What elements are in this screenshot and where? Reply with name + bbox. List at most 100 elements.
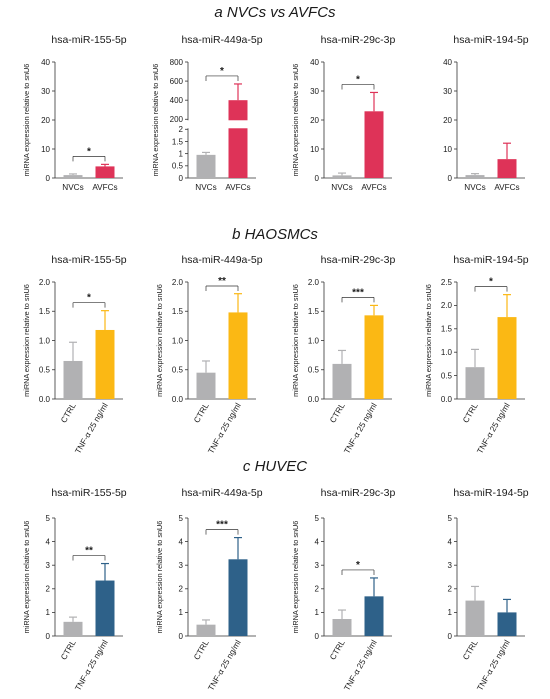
x-tick-label: NVCs — [62, 183, 83, 192]
chart-title: hsa-miR-449a-5p — [181, 487, 263, 499]
y-tick-label: 2.0 — [308, 278, 320, 287]
bar-chart-panel: 0 10 20 30 40 NVCs AVFCs — [443, 58, 525, 192]
y-axis-label: miRNA expression relative to snU6 — [155, 284, 164, 397]
x-tick-label: CTRL — [461, 638, 480, 661]
y-tick-label: 2.0 — [441, 301, 453, 310]
y-tick-label: 2 — [315, 585, 320, 594]
x-tick-label: TNF-α 25 ng/ml — [342, 401, 378, 455]
y-tick-label: 1 — [179, 149, 184, 158]
y-tick-label: 1 — [179, 608, 184, 617]
y-tick-label: 0 — [448, 632, 453, 641]
y-tick-label: 1.0 — [172, 336, 184, 345]
y-tick-label: 4 — [315, 537, 320, 546]
x-tick-label: CTRL — [192, 638, 211, 661]
bar-chart-panel: 0 1 2 3 4 5 miRNA expression relative to snU6 C… — [155, 514, 256, 692]
chart-title: hsa-miR-194-5p — [453, 34, 529, 46]
y-tick-label: 3 — [179, 561, 184, 570]
y-tick-label: 20 — [443, 116, 452, 125]
y-tick-label: 10 — [310, 145, 319, 154]
bar-chart-panel: 0 1 2 3 4 5 miRNA expression relative to snU6 C… — [22, 514, 123, 692]
bar-chart-panel: 0.0 0.5 1.0 1.5 2.0 2.5 miRNA expression relat… — [424, 277, 525, 455]
x-tick-label: AVFCs — [92, 183, 117, 192]
bar — [364, 111, 384, 178]
y-axis-label: miRNA expression relative to snU6 — [424, 284, 433, 397]
significance-marker: * — [87, 146, 91, 157]
significance-marker: * — [87, 293, 91, 304]
y-tick-label: 2 — [46, 585, 51, 594]
significance-marker: ** — [85, 546, 93, 557]
y-tick-label: 2 — [179, 125, 184, 134]
y-tick-label: 4 — [448, 537, 453, 546]
y-tick-label: 2.0 — [172, 278, 184, 287]
x-tick-label: CTRL — [192, 401, 211, 424]
y-tick-label: 2.0 — [39, 278, 51, 287]
y-tick-label: 0.5 — [172, 162, 184, 171]
chart-title: hsa-miR-194-5p — [453, 254, 529, 266]
axis-break — [184, 120, 256, 129]
y-tick-label: 2 — [179, 585, 184, 594]
y-tick-label: 5 — [46, 514, 51, 523]
bar — [364, 596, 384, 636]
y-axis-label: miRNA expression relative to snU6 — [291, 64, 300, 177]
x-tick-label: TNF-α 25 ng/ml — [475, 401, 511, 455]
y-tick-label: 1 — [448, 608, 453, 617]
chart-title: hsa-miR-155-5p — [51, 254, 127, 266]
bar — [497, 159, 517, 178]
x-tick-label: TNF-α 25 ng/ml — [342, 638, 378, 692]
y-tick-label: 5 — [179, 514, 184, 523]
y-axis-label: miRNA expression relative to snU6 — [151, 64, 160, 177]
y-tick-label: 1 — [46, 608, 51, 617]
x-tick-label: TNF-α 25 ng/ml — [206, 638, 242, 692]
y-tick-label: 0.0 — [172, 395, 184, 404]
bar — [95, 166, 115, 178]
y-tick-label: 0.5 — [39, 366, 51, 375]
significance-marker: ** — [218, 276, 226, 287]
bar — [465, 175, 485, 178]
x-tick-label: TNF-α 25 ng/ml — [73, 401, 109, 455]
bar — [465, 600, 485, 636]
chart-title: hsa-miR-155-5p — [51, 487, 127, 499]
y-tick-label: 1.5 — [308, 307, 320, 316]
bar — [364, 315, 384, 399]
bar — [63, 621, 83, 636]
y-tick-label: 1 — [315, 608, 320, 617]
bar — [95, 329, 115, 399]
y-axis-label: miRNA expression relative to snU6 — [22, 64, 31, 177]
significance-marker: * — [220, 66, 224, 77]
chart-title: hsa-miR-29c-3p — [320, 254, 396, 266]
bar — [497, 317, 517, 399]
x-tick-label: TNF-α 25 ng/ml — [73, 638, 109, 692]
bar-chart-panel: 0 1 2 3 4 5 miRNA expression relative to snU6 C… — [291, 514, 392, 692]
significance-marker: * — [356, 74, 360, 85]
bar — [228, 559, 248, 636]
y-tick-label: 40 — [310, 58, 319, 67]
x-tick-label: NVCs — [195, 183, 216, 192]
x-tick-label: AVFCs — [225, 183, 250, 192]
bar-break — [227, 120, 249, 129]
y-tick-label: 0 — [179, 632, 184, 641]
y-tick-label: 5 — [315, 514, 320, 523]
y-axis-label: miRNA expression relative to snU6 — [291, 284, 300, 397]
y-tick-label: 400 — [170, 96, 184, 105]
bar-chart-panel: 0.0 0.5 1.0 1.5 2.0 miRNA expression relative… — [291, 278, 392, 455]
chart-title: hsa-miR-29c-3p — [320, 487, 396, 499]
y-tick-label: 2.5 — [441, 278, 453, 287]
y-axis-label: miRNA expression relative to snU6 — [291, 521, 300, 634]
y-tick-label: 1.5 — [172, 307, 184, 316]
y-tick-label: 0 — [179, 174, 184, 183]
y-tick-label: 1.5 — [441, 325, 453, 334]
y-tick-label: 1.5 — [39, 307, 51, 316]
y-tick-label: 2 — [448, 585, 453, 594]
bar — [63, 360, 83, 399]
x-tick-label: NVCs — [464, 183, 485, 192]
y-axis-label: miRNA expression relative to snU6 — [155, 521, 164, 634]
bar — [228, 312, 248, 399]
y-axis-label: miRNA expression relative to snU6 — [22, 284, 31, 397]
y-tick-label: 0 — [448, 174, 453, 183]
bar-chart-panel: 0 10 20 30 40 miRNA expression relative to sn… — [291, 58, 392, 192]
y-tick-label: 10 — [41, 145, 50, 154]
chart-title: hsa-miR-194-5p — [453, 487, 529, 499]
bar — [63, 175, 83, 178]
x-tick-label: CTRL — [328, 638, 347, 661]
